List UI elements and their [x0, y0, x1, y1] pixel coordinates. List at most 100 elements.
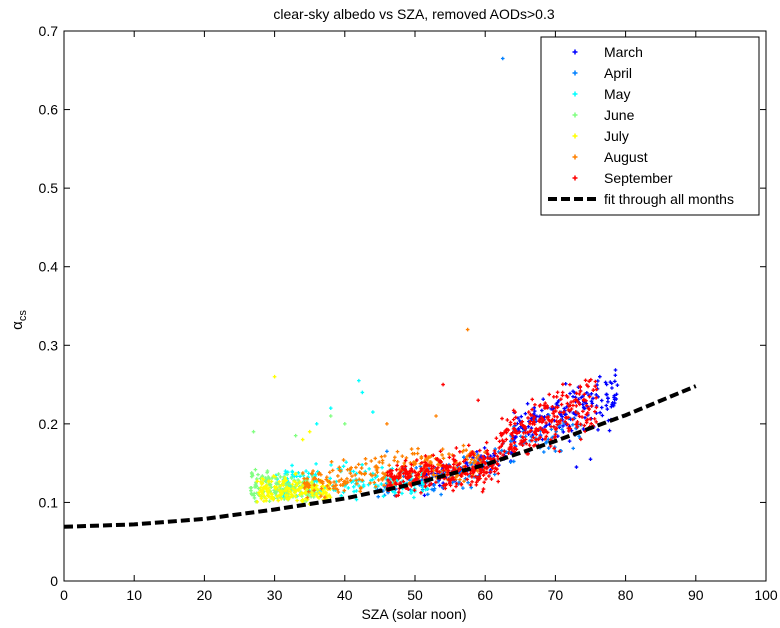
data-point [412, 488, 417, 492]
data-point [454, 484, 458, 489]
data-point [568, 391, 572, 396]
data-point [553, 449, 558, 453]
data-point [523, 425, 527, 429]
data-point [610, 402, 614, 407]
data-point [364, 461, 368, 466]
data-point [594, 396, 598, 400]
data-point [293, 433, 298, 438]
data-point [518, 442, 522, 446]
data-point [328, 476, 333, 481]
data-point [419, 454, 424, 459]
data-point [469, 452, 473, 456]
data-point [498, 451, 503, 455]
data-point [331, 484, 336, 489]
legend-marker [572, 49, 578, 55]
data-point [479, 470, 483, 475]
data-point [447, 452, 451, 456]
data-point [482, 480, 487, 485]
x-axis-label: SZA (solar noon) [361, 606, 466, 622]
data-point [413, 470, 417, 475]
data-point [519, 434, 523, 439]
data-point [530, 433, 535, 437]
data-point [559, 402, 564, 407]
data-point [598, 374, 602, 379]
data-point [487, 474, 491, 478]
data-point [585, 411, 590, 415]
data-point [293, 494, 298, 499]
data-point [584, 418, 589, 423]
data-point [571, 394, 575, 399]
data-point [377, 460, 382, 464]
data-point [501, 453, 505, 457]
legend-entry-fit: fit through all months [548, 191, 734, 207]
data-point [584, 403, 589, 408]
data-point [586, 406, 591, 411]
data-point [465, 461, 469, 465]
data-point [572, 399, 576, 403]
data-point [329, 460, 334, 464]
data-point [309, 480, 314, 484]
data-point [468, 454, 472, 458]
legend-entry-april: April [572, 65, 632, 81]
data-point [492, 449, 497, 453]
data-point [610, 386, 614, 390]
data-point [528, 421, 532, 426]
data-point [609, 381, 614, 386]
data-point [519, 414, 524, 419]
data-point [256, 472, 260, 477]
data-point [379, 482, 384, 486]
data-point [576, 411, 581, 416]
data-point [409, 447, 414, 451]
data-point [551, 411, 555, 416]
data-point [357, 378, 361, 383]
data-point [451, 466, 456, 470]
data-point [547, 392, 552, 397]
data-point [339, 493, 344, 498]
data-point [296, 471, 301, 475]
data-point [562, 410, 566, 414]
data-point [261, 477, 266, 482]
data-point [337, 468, 342, 473]
data-point [550, 404, 555, 409]
data-point [591, 396, 595, 401]
data-point [509, 445, 513, 449]
data-point [250, 492, 254, 497]
data-point [526, 416, 530, 420]
data-point [538, 435, 543, 440]
data-point [443, 466, 448, 470]
data-point [480, 489, 485, 494]
data-point [457, 480, 462, 484]
data-point [262, 494, 267, 499]
data-point [409, 491, 413, 495]
data-point [420, 485, 425, 490]
data-point [582, 392, 587, 397]
data-point [488, 470, 493, 474]
data-point [465, 327, 470, 332]
data-point [396, 476, 401, 481]
data-point [495, 454, 500, 459]
x-tick-label: 30 [267, 587, 283, 603]
data-point [588, 417, 593, 421]
data-point [403, 458, 408, 463]
data-point [540, 428, 545, 433]
data-point [284, 496, 289, 501]
data-point [397, 490, 401, 494]
data-point [482, 446, 487, 450]
data-point [535, 428, 539, 432]
data-point [552, 425, 556, 429]
data-point [379, 454, 384, 459]
data-point [447, 477, 451, 482]
data-point [511, 408, 516, 413]
data-point [304, 469, 308, 473]
data-point [349, 465, 353, 470]
data-point [383, 472, 387, 476]
data-point [494, 436, 499, 441]
data-point [423, 454, 428, 458]
y-tick-label: 0.5 [39, 180, 59, 196]
data-point [431, 453, 436, 458]
data-point [560, 427, 564, 432]
data-point [307, 429, 312, 434]
data-point [511, 459, 516, 464]
data-point [277, 493, 282, 498]
data-point [568, 382, 572, 387]
